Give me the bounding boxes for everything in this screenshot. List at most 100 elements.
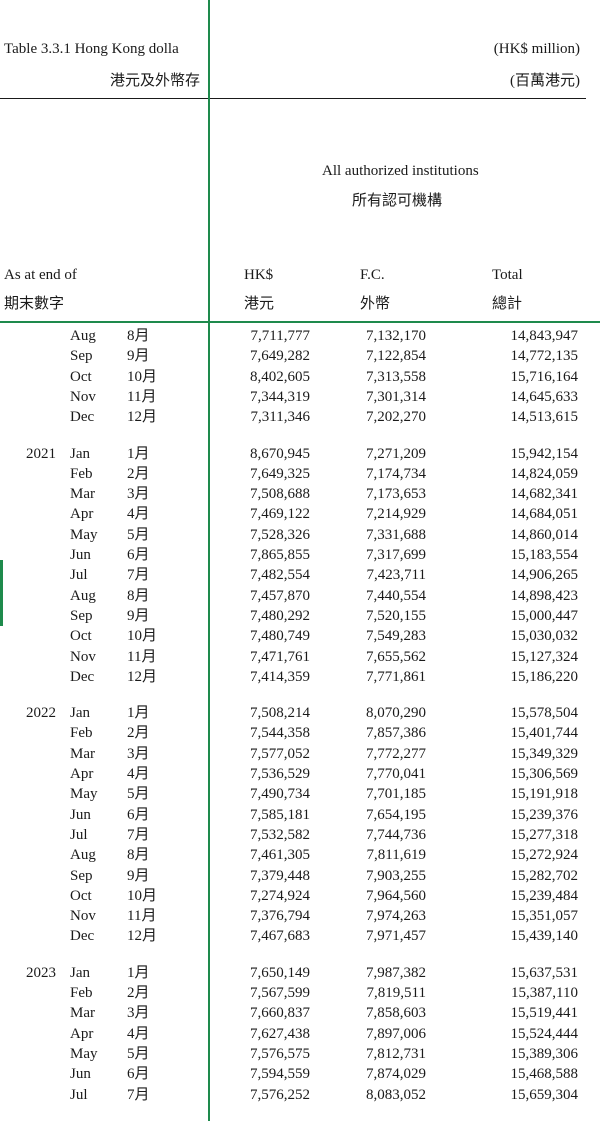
month-en-cell: Nov [70,648,96,665]
hkd-cell: 7,379,448 [250,867,310,884]
fc-cell: 7,811,619 [366,847,426,864]
total-cell: 15,387,110 [511,985,578,1001]
month-en-cell: Dec [70,668,95,685]
month-en-cell: Dec [70,409,95,426]
hkd-cell: 7,274,924 [250,887,310,904]
fc-cell: 8,070,290 [366,705,426,722]
month-zh-cell: 1月 [127,705,150,722]
month-en-cell: Dec [70,928,95,945]
table-row: Sep 9月 7,480,292 7,520,155 15,000,447 [0,606,600,626]
hkd-cell: 7,482,554 [250,567,310,584]
table-row: Jul 7月 7,482,554 7,423,711 14,906,265 [0,565,600,585]
table-row: Mar 3月 7,508,688 7,173,653 14,682,341 [0,484,600,504]
month-en-cell: Jan [70,964,90,981]
month-zh-cell: 4月 [127,506,150,523]
header-rule [0,98,586,99]
column-guide-line[interactable] [208,0,210,1121]
month-zh-cell: 7月 [127,826,150,843]
month-zh-cell: 7月 [127,1086,150,1103]
total-cell: 14,824,059 [510,465,579,482]
table-row: Aug 8月 7,457,870 7,440,554 14,898,423 [0,586,600,606]
total-cell: 14,513,615 [510,409,579,426]
month-en-cell: Mar [70,745,95,762]
total-cell: 15,349,329 [510,745,579,762]
month-en-cell: Apr [70,766,94,782]
month-zh-cell: 8月 [127,847,150,864]
table-row: 2022 Jan 1月 7,508,214 8,070,290 15,578,504 [0,703,600,723]
hkd-cell: 7,480,749 [250,628,310,645]
unit-label-en: (HK$ million) [493,41,580,57]
fc-cell: 7,772,277 [366,745,426,762]
total-cell: 15,401,744 [510,725,579,742]
month-en-cell: Sep [70,348,93,365]
table-row: Jun 6月 7,594,559 7,874,029 15,468,588 [0,1064,600,1084]
table-row: Apr 4月 7,627,438 7,897,006 15,524,444 [0,1024,600,1044]
month-zh-cell: 4月 [127,1025,150,1042]
total-cell: 14,860,014 [510,526,579,543]
month-zh-cell: 9月 [127,348,150,365]
month-en-cell: Apr [70,1025,94,1042]
fc-cell: 7,744,736 [366,826,426,843]
total-cell: 14,645,633 [510,388,579,405]
table-row: Jun 6月 7,865,855 7,317,699 15,183,554 [0,545,600,565]
fc-cell: 7,317,699 [366,547,426,563]
month-en-cell: May [70,526,98,543]
hkd-cell: 7,467,683 [250,928,310,945]
table-row: May 5月 7,576,575 7,812,731 15,389,306 [0,1044,600,1064]
fc-cell: 7,903,255 [366,867,426,884]
hkd-cell: 7,508,688 [250,486,310,503]
month-zh-cell: 12月 [127,409,158,426]
fc-cell: 7,271,209 [366,445,426,462]
month-zh-cell: 10月 [127,628,158,645]
total-cell: 14,682,341 [510,486,579,503]
fc-cell: 7,655,562 [366,648,426,665]
hkd-cell: 7,461,305 [250,847,310,864]
table-row: Feb 2月 7,649,325 7,174,734 14,824,059 [0,464,600,484]
month-en-cell: Feb [70,985,93,1001]
month-en-cell: Aug [70,328,96,344]
fc-cell: 7,819,511 [366,985,426,1001]
month-en-cell: Jul [70,826,88,843]
total-cell: 15,282,702 [510,867,579,884]
total-cell: 15,191,918 [510,786,579,803]
hkd-cell: 7,311,346 [250,409,310,426]
year-cell: 2022 [26,705,56,722]
total-cell: 15,637,531 [510,964,579,981]
hkd-cell: 7,660,837 [250,1005,310,1022]
month-zh-cell: 3月 [127,1005,150,1022]
table-row: Dec 12月 7,311,346 7,202,270 14,513,615 [0,407,600,427]
table-row: Oct 10月 7,274,924 7,964,560 15,239,484 [0,886,600,906]
month-zh-cell: 5月 [127,1045,150,1062]
month-en-cell: Jul [70,1086,88,1103]
fc-header-en: F.C. [360,267,385,283]
total-cell: 15,524,444 [510,1025,579,1042]
total-cell: 15,239,376 [510,806,579,823]
month-zh-cell: 6月 [127,1066,150,1083]
fc-cell: 7,654,195 [366,806,426,823]
total-cell: 15,000,447 [510,607,579,624]
month-en-cell: Jun [70,547,91,563]
month-zh-cell: 1月 [127,964,150,981]
total-header-zh: 總計 [492,296,523,312]
hkd-cell: 7,594,559 [250,1066,310,1083]
row-guide-line[interactable] [0,321,600,323]
total-cell: 15,030,032 [510,628,579,645]
group-heading-en: All authorized institutions [322,163,479,179]
table-row: Jul 7月 7,576,252 8,083,052 15,659,304 [0,1085,600,1105]
table-row: Mar 3月 7,660,837 7,858,603 15,519,441 [0,1003,600,1023]
fc-cell: 7,701,185 [366,786,426,803]
fc-cell: 7,974,263 [366,908,426,925]
month-zh-cell: 12月 [127,668,158,685]
table-row: Apr 4月 7,536,529 7,770,041 15,306,569 [0,764,600,784]
table-row: Aug 8月 7,711,777 7,132,170 14,843,947 [0,326,600,346]
total-cell: 14,843,947 [510,328,579,344]
fc-cell: 7,132,170 [366,328,426,344]
hkd-cell: 7,471,761 [250,648,310,665]
table-row: 2023 Jan 1月 7,650,149 7,987,382 15,637,531 [0,963,600,983]
hkd-cell: 7,544,358 [250,725,310,742]
hkd-cell: 7,585,181 [250,806,310,823]
month-zh-cell: 2月 [127,725,150,742]
fc-cell: 7,964,560 [366,887,426,904]
month-zh-cell: 3月 [127,486,150,503]
hkd-cell: 7,649,282 [250,348,310,365]
